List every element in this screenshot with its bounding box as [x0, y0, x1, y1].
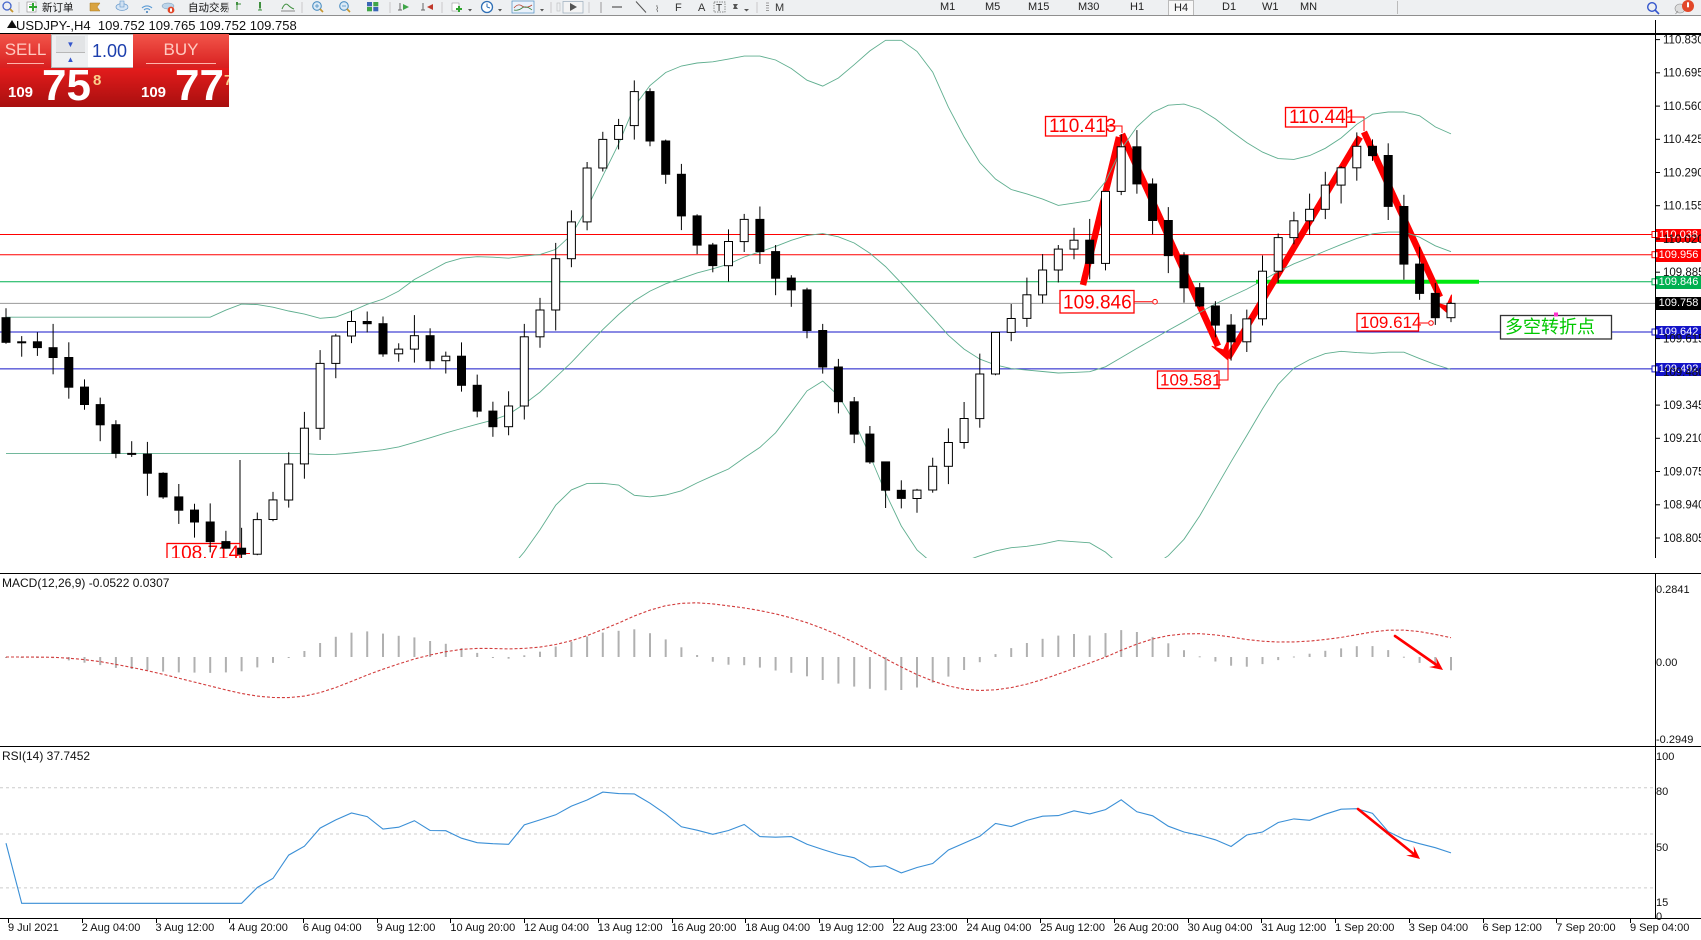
svg-text:110.830: 110.830	[1663, 35, 1701, 47]
svg-text:109.581: 109.581	[1160, 371, 1221, 390]
svg-text:109.345: 109.345	[1663, 400, 1701, 412]
svg-text:108.805: 108.805	[1663, 533, 1701, 545]
svg-text:109.885: 109.885	[1663, 267, 1701, 279]
svg-text:F: F	[675, 2, 682, 14]
svg-text:110.290: 110.290	[1663, 167, 1701, 179]
svg-text:新订单: 新订单	[42, 1, 74, 14]
svg-text:110.020: 110.020	[1663, 234, 1701, 246]
svg-text:110.560: 110.560	[1663, 101, 1701, 113]
svg-text:自动交易: 自动交易	[188, 1, 230, 14]
svg-text:109.480: 109.480	[1663, 367, 1701, 379]
svg-text:110.413: 110.413	[1049, 116, 1116, 137]
svg-text:109.614: 109.614	[1360, 313, 1421, 332]
svg-text:T: T	[716, 3, 722, 14]
svg-text:109.075: 109.075	[1663, 466, 1701, 478]
svg-text:109.210: 109.210	[1663, 433, 1701, 445]
svg-text:110.425: 110.425	[1663, 134, 1701, 146]
svg-text:⌇: ⌇	[655, 4, 659, 14]
svg-text:M: M	[775, 2, 784, 14]
svg-text:A: A	[698, 2, 706, 14]
svg-text:110.155: 110.155	[1663, 201, 1701, 213]
svg-text:多空转折点: 多空转折点	[1505, 317, 1595, 337]
svg-text:110.441: 110.441	[1289, 107, 1356, 128]
svg-text:109.846: 109.846	[1063, 293, 1132, 314]
svg-text:108.940: 108.940	[1663, 500, 1701, 512]
svg-text:110.695: 110.695	[1663, 68, 1701, 80]
svg-text:109.615: 109.615	[1663, 334, 1701, 346]
